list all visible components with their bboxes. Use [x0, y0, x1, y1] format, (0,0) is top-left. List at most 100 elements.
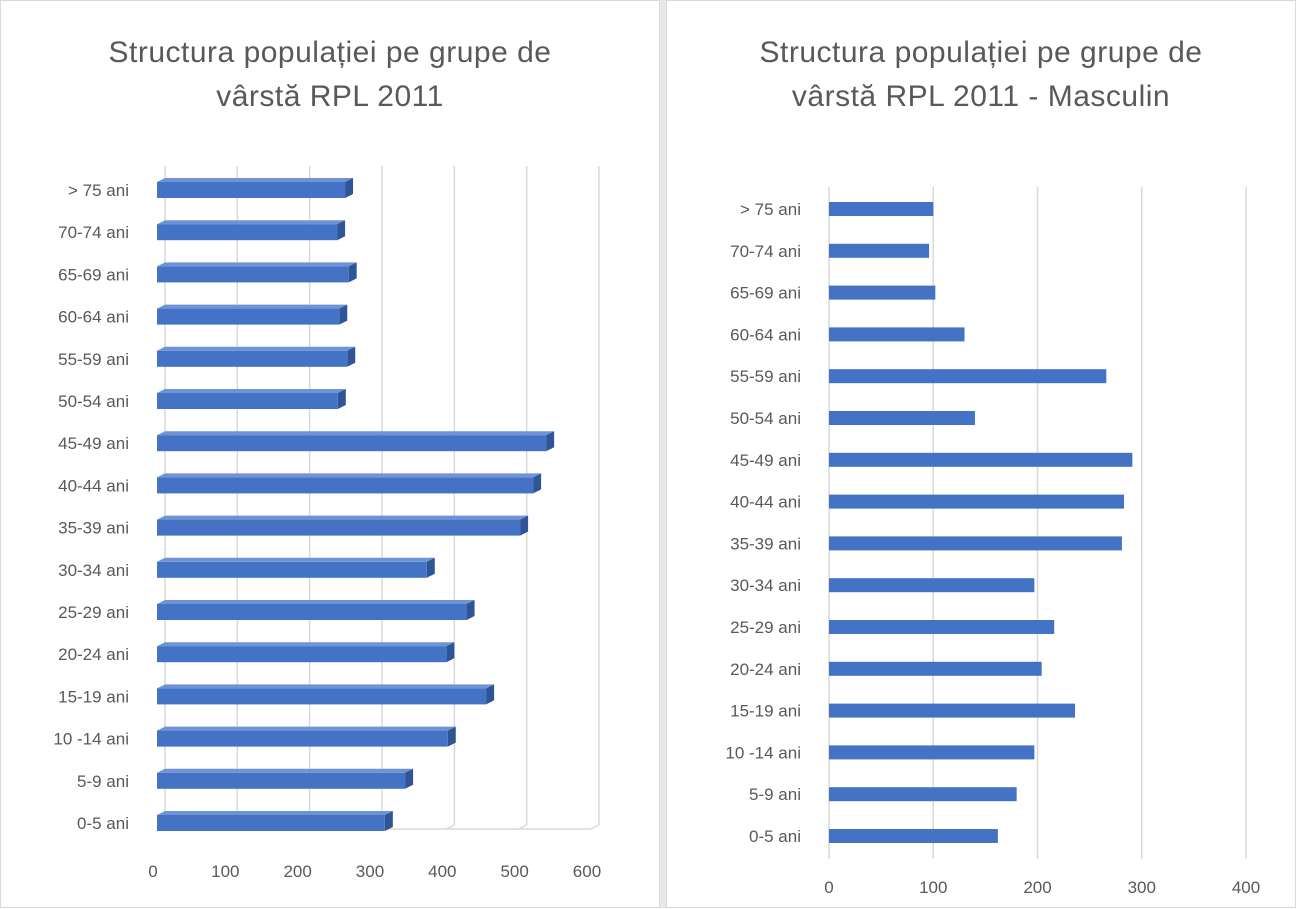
category-label-masculin: 15-19 ani [730, 702, 801, 721]
bar-front-face [157, 519, 521, 536]
bar-masculin [829, 620, 1055, 634]
bar-masculin [829, 202, 934, 216]
bar-front-face [157, 730, 448, 747]
bar-masculin [829, 745, 1035, 760]
category-label-total: 15-19 ani [58, 687, 129, 706]
bar-top-face [157, 811, 393, 815]
category-label-total: > 75 ani [68, 181, 129, 200]
category-label-masculin: 55-59 ani [730, 367, 801, 386]
bar-side-face [337, 389, 346, 409]
bar-total [157, 768, 414, 789]
bar-top-face [157, 768, 414, 773]
bar-front-face [157, 477, 534, 494]
chart-title-total-text: Structura populației pe grupe de vârstă … [108, 36, 552, 113]
bar-top-face [157, 557, 435, 562]
bar-top-face [157, 346, 356, 351]
bar-masculin [829, 536, 1122, 551]
bar-side-face [546, 431, 555, 452]
category-label-total: 45-49 ani [58, 434, 129, 453]
x-tick-label-masculin: 100 [919, 878, 947, 897]
bar-masculin [829, 369, 1107, 384]
bar-top-face [157, 262, 357, 267]
bar-masculin [829, 243, 930, 258]
category-label-masculin: 35-39 ani [730, 534, 801, 553]
x-tick-label-total: 500 [500, 862, 528, 881]
category-label-masculin: 70-74 ani [730, 242, 801, 261]
bar-front-face [157, 224, 338, 241]
chart-title-masculin-text: Structura populației pe grupe de vârstă … [759, 36, 1203, 113]
bar-total [157, 726, 456, 747]
bar-masculin [829, 578, 1035, 593]
bar-front-face [157, 604, 467, 620]
bar-side-face [405, 768, 414, 789]
x-tick-label-masculin: 400 [1232, 878, 1260, 897]
category-label-total: 55-59 ani [58, 350, 129, 369]
category-label-masculin: 40-44 ani [730, 493, 801, 512]
chart-panel-masculin: Structura populației pe grupe de vârstă … [666, 0, 1296, 908]
bar-side-face [337, 220, 346, 241]
chart-title-masculin: Structura populației pe grupe de vârstă … [667, 31, 1295, 119]
bar-front-face [157, 561, 427, 578]
bar-top-face [157, 431, 555, 436]
bar-total [157, 389, 346, 409]
bar-total [157, 557, 435, 578]
bar-side-face [345, 178, 354, 198]
bar-total [157, 473, 542, 494]
bar-total [157, 346, 356, 367]
bar-side-face [520, 515, 529, 536]
category-label-masculin: 25-29 ani [730, 618, 801, 637]
bar-total [157, 431, 555, 452]
bar-total [157, 178, 354, 198]
category-label-masculin: 20-24 ani [730, 660, 801, 679]
panel-divider [660, 0, 666, 908]
category-label-masculin: 0-5 ani [749, 827, 801, 846]
bar-front-face [157, 772, 406, 789]
bar-side-face [347, 346, 356, 367]
x-tick-label-masculin: 200 [1023, 878, 1051, 897]
bar-top-face [157, 389, 346, 393]
bar-front-face [157, 266, 349, 283]
x-tick-label-total: 400 [428, 862, 456, 881]
category-label-total: 35-39 ani [58, 519, 129, 538]
bar-top-face [157, 178, 354, 182]
bar-front-face [157, 350, 348, 367]
bar-side-face [446, 642, 455, 663]
bar-side-face [426, 557, 435, 578]
category-label-total: 25-29 ani [58, 603, 129, 622]
bar-top-face [157, 684, 495, 689]
category-label-total: 30-34 ani [58, 561, 129, 580]
category-label-total: 40-44 ani [58, 476, 129, 495]
bar-masculin [829, 787, 1017, 802]
category-label-masculin: 60-64 ani [730, 325, 801, 344]
bar-total [157, 220, 346, 241]
bar-front-face [157, 688, 487, 705]
bar-masculin [829, 452, 1133, 467]
category-label-masculin: 30-34 ani [730, 576, 801, 595]
category-label-total: 0-5 ani [77, 814, 129, 833]
category-label-total: 70-74 ani [58, 223, 129, 242]
category-label-total: 10 -14 ani [53, 730, 129, 749]
x-tick-label-total: 600 [573, 862, 601, 881]
bar-total [157, 262, 357, 283]
category-label-total: 20-24 ani [58, 645, 129, 664]
category-label-masculin: 65-69 ani [730, 284, 801, 303]
bar-total [157, 600, 475, 620]
category-label-total: 65-69 ani [58, 265, 129, 284]
chart-panel-total: Structura populației pe grupe de vârstă … [0, 0, 660, 908]
category-label-masculin: > 75 ani [740, 200, 801, 219]
bar-masculin [829, 829, 998, 843]
bar-masculin [829, 285, 936, 300]
bar-total [157, 684, 495, 705]
bar-top-face [157, 600, 475, 604]
x-tick-label-total: 300 [356, 862, 384, 881]
bar-side-face [348, 262, 357, 283]
x-tick-label-total: 100 [211, 862, 239, 881]
category-label-total: 5-9 ani [77, 772, 129, 791]
bar-front-face [157, 393, 338, 409]
bar-side-face [384, 811, 393, 831]
x-tick-label-masculin: 0 [824, 878, 833, 897]
x-tick-label-total: 200 [283, 862, 311, 881]
bar-side-face [466, 600, 475, 620]
category-label-masculin: 50-54 ani [730, 409, 801, 428]
bar-front-face [157, 435, 547, 452]
